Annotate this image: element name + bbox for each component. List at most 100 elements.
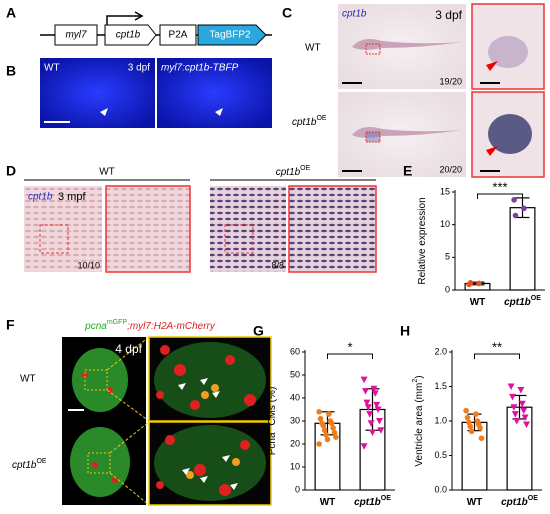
label-part: CMs (%): [267, 387, 278, 429]
data-point: [467, 280, 474, 286]
label-part: ): [414, 375, 425, 378]
arrowhead: [486, 61, 498, 156]
y-tick-label: 0.0: [434, 484, 447, 494]
x-tick-label: WT: [320, 497, 336, 508]
channel-label: ;myl7:H2A-mCherry: [127, 321, 216, 332]
data-point: [317, 415, 324, 422]
probe-label: cpt1b: [342, 9, 367, 20]
panel-label: F: [6, 317, 15, 333]
label-part: Pcna: [267, 432, 278, 455]
data-point: [360, 376, 368, 384]
panel-label: E: [403, 163, 412, 179]
data-point: [517, 386, 525, 394]
data-point: [477, 425, 483, 431]
heart: [70, 427, 130, 497]
data-point: [473, 411, 479, 417]
y-tick-label: 10: [290, 461, 300, 471]
row-label: cpt1b: [292, 117, 317, 128]
count-label: 10/10: [77, 260, 100, 270]
label-part: Relative expression: [417, 197, 428, 284]
data-point: [320, 422, 327, 429]
significance-bracket: [474, 353, 520, 359]
superscript: 2: [412, 379, 419, 383]
data-point: [518, 400, 526, 408]
data-point: [362, 388, 369, 395]
significance: *: [347, 339, 352, 354]
superscript: OE: [381, 495, 391, 502]
category: WT: [470, 297, 486, 308]
data-point: [316, 409, 322, 415]
gene-box: [197, 24, 267, 46]
gene-label: cpt1b: [116, 30, 141, 41]
data-point: [510, 404, 518, 411]
data-point: [476, 280, 482, 287]
category: cpt1b: [504, 297, 531, 308]
superscript: +: [265, 428, 272, 432]
data-point: [316, 441, 322, 447]
y-tick-label: 30: [290, 415, 300, 425]
panel-label: H: [400, 323, 410, 339]
image-label: 3 dpf: [128, 63, 150, 74]
data-point: [377, 427, 385, 434]
significance-bracket: [477, 193, 523, 199]
data-point: [509, 393, 516, 401]
zoom-box: [39, 224, 69, 254]
gene-box: [54, 24, 98, 46]
y-tick-label: 0: [445, 284, 450, 294]
y-tick-label: 0.5: [434, 450, 447, 460]
stage-label: 3 dpf: [435, 8, 462, 22]
x-tick-label: WT: [470, 297, 486, 308]
image: [24, 186, 102, 272]
nuclei: [82, 345, 256, 496]
category: cpt1b: [354, 497, 381, 508]
data-point: [367, 420, 375, 427]
data-point: [523, 421, 530, 428]
panel-f: F pcnamGFP;myl7:H2A-mCherry 4 dpf WT cpt…: [6, 317, 272, 506]
category: cpt1b: [501, 497, 528, 508]
row-label: cpt1bOE: [12, 458, 47, 471]
data-point: [511, 197, 517, 203]
panel-label: G: [253, 323, 264, 339]
data-point: [373, 401, 381, 409]
heart: [488, 114, 532, 154]
bar: [509, 207, 536, 291]
y-tick-label: 40: [290, 392, 300, 402]
group-label: WT: [99, 167, 115, 178]
significance: ***: [492, 179, 507, 194]
superscript: OE: [531, 295, 541, 302]
row-label: WT: [305, 43, 321, 54]
larva: [352, 39, 462, 50]
data-point: [333, 434, 339, 440]
row-label: cpt1b: [12, 460, 37, 471]
superscript: OE: [528, 495, 538, 502]
panel-label: C: [282, 5, 292, 21]
panel-label: D: [6, 163, 16, 179]
zoom-box: [84, 369, 108, 391]
probe-label: cpt1b: [28, 192, 53, 203]
y-tick-label: 1.0: [434, 415, 447, 425]
data-point: [323, 432, 329, 438]
panel-b: B WT 3 dpf myl7:cpt1b-TBFP: [6, 58, 272, 128]
zoom-box: [365, 43, 381, 55]
data-point: [520, 407, 528, 415]
data-point: [363, 399, 371, 407]
tissue: [154, 342, 266, 418]
y-tick-label: 5: [445, 252, 450, 262]
data-point: [521, 414, 529, 422]
data-point: [321, 427, 328, 434]
data-point: [467, 423, 474, 430]
heart: [488, 36, 528, 68]
double-positive-nuclei: [186, 384, 240, 479]
data-point: [331, 429, 338, 436]
image: [40, 58, 155, 128]
row-label-sup: OE: [316, 115, 326, 122]
category: WT: [467, 497, 483, 508]
data-point: [330, 425, 336, 431]
data-point: [463, 407, 469, 414]
group-label-sup: OE: [300, 165, 310, 172]
data-point: [376, 418, 383, 425]
data-point: [370, 385, 378, 393]
panel-a: A myl7 cpt1b P2A TagBFP2: [6, 5, 272, 46]
y-tick-label: 1.5: [434, 381, 447, 391]
